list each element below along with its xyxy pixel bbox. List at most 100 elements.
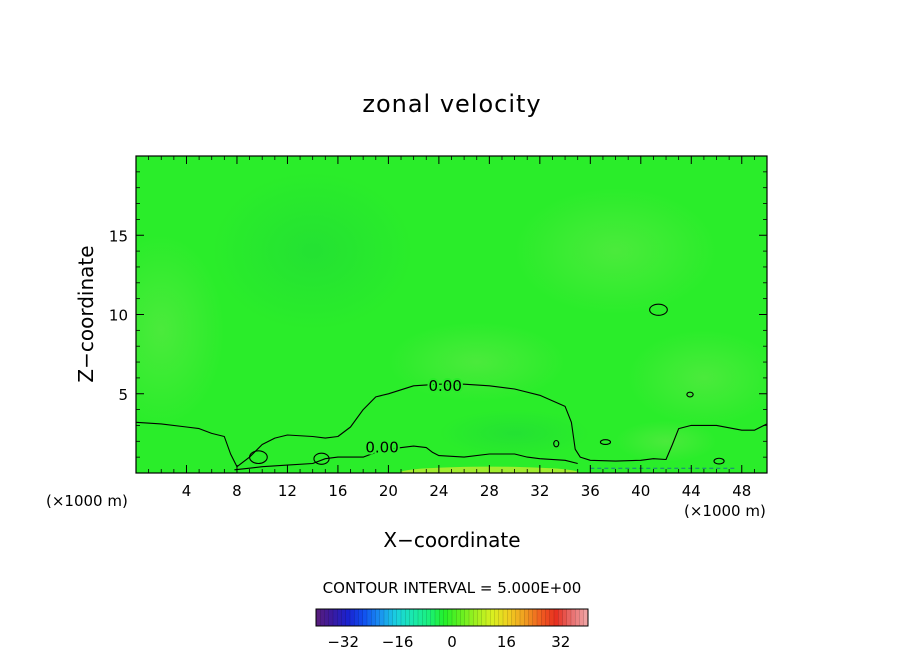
colorbar-swatch [520,609,525,626]
colorbar-swatch [409,609,415,626]
chart-title: zonal velocity [362,90,541,118]
colorbar-swatch [541,609,546,626]
colorbar-swatch [405,609,410,626]
colorbar-swatch [358,609,364,626]
contour-zero-main [136,383,767,468]
contour-small-loop [553,439,560,448]
colorbar-swatch [545,609,551,626]
colorbar-swatch [494,609,500,626]
colorbar-swatch [422,609,427,626]
y-tick-label: 15 [109,227,128,245]
y-axis-ticks: 5 10 15 [109,171,767,458]
y-tick-label: 5 [118,386,128,404]
colorbar-swatch [456,609,461,626]
colorbar-swatch [469,609,474,626]
colorbar-swatch [549,609,555,626]
x-tick-label: 40 [631,482,650,500]
colorbar-swatch [575,609,580,626]
colorbar-swatch [384,609,389,626]
colorbar-swatch [579,609,585,626]
colorbar-swatch [345,609,351,626]
shading-blotch [514,187,717,315]
colorbar-swatch [362,609,368,626]
x-tick-label: 24 [429,482,448,500]
shading-blotch [211,171,414,331]
colorbar-swatch [473,609,478,626]
colorbar-swatch [435,609,440,626]
colorbar-swatch [571,609,576,626]
x-tick-label: 20 [379,482,398,500]
colorbar-swatch [511,609,517,626]
x-tick-label: 48 [732,482,751,500]
colorbar-swatch [426,609,432,626]
colorbar-swatch [354,609,359,626]
x-tick-label: 8 [232,482,242,500]
colorbar-swatch [324,609,330,626]
colorbar-swatch [401,609,406,626]
colorbar-swatch [430,609,436,626]
colorbar-tick-label: 16 [497,633,516,651]
colorbar-swatch [418,609,423,626]
colorbar-swatch [392,609,398,626]
x-tick-label: 16 [328,482,347,500]
colorbar-swatch [498,609,504,626]
colorbar-swatch [413,609,419,626]
colorbar-swatch [388,609,393,626]
colorbar-swatch [566,609,572,626]
shading-blotch [438,409,591,458]
shading-blotch [615,420,717,462]
contour-interval-label: CONTOUR INTERVAL = 5.000E+00 [323,579,582,597]
contour-small-loop [599,439,612,446]
field-shading [136,171,767,473]
shading-blotch [388,322,566,402]
colorbar-swatch [537,609,542,626]
colorbar-swatch [320,609,325,626]
colorbar-swatch [464,609,470,626]
colorbar-swatch [341,609,347,626]
colorbar-frame [315,608,589,627]
x-unit-right: (×1000 m) [684,502,766,520]
colorbar-swatch [583,609,589,626]
contour-small-loop [649,303,668,316]
colorbar-swatch [452,609,457,626]
colorbar-swatch [490,609,495,626]
colorbar-swatch [524,609,529,626]
x-tick-label: 32 [530,482,549,500]
x-tick-label: 12 [278,482,297,500]
contour-label: 0.00 [365,439,398,457]
colorbar-tick-label: −16 [382,633,414,651]
contour-small-loop [313,452,330,465]
x-unit-left: (×1000 m) [46,492,128,510]
colorbar-swatch [562,609,568,626]
colorbar-swatch [503,609,508,626]
colorbar-swatch [447,609,453,626]
colorbar-tick-label: 0 [447,633,457,651]
contour-small-loop [249,450,268,465]
colorbar-swatch [481,609,487,626]
colorbar-swatch [528,609,534,626]
colorbar-swatch [333,609,338,626]
colorbar-swatch [350,609,355,626]
colorbar-tick-label: 32 [551,633,570,651]
colorbar-tick-label: −32 [327,633,359,651]
y-tick-label: 10 [109,307,128,325]
shading-blotch [628,330,767,426]
contour-small-loop [713,457,725,465]
colorbar-swatch [371,609,376,626]
colorbar-swatch [515,609,521,626]
colorbar-swatch [443,609,449,626]
shading-blotch [136,235,225,426]
colorbar-swatch [477,609,483,626]
colorbar-swatch [337,609,342,626]
y-axis-label: Z−coordinate [74,245,98,382]
x-tick-label: 44 [682,482,701,500]
colorbar-swatch [379,609,385,626]
x-axis-label: X−coordinate [383,528,520,552]
colorbar-swatch [439,609,444,626]
colorbar-swatch [460,609,466,626]
x-tick-label: 36 [581,482,600,500]
contour-label: 0.00 [428,377,461,395]
contour-small-loop [686,391,694,398]
colorbar-swatch [486,609,491,626]
